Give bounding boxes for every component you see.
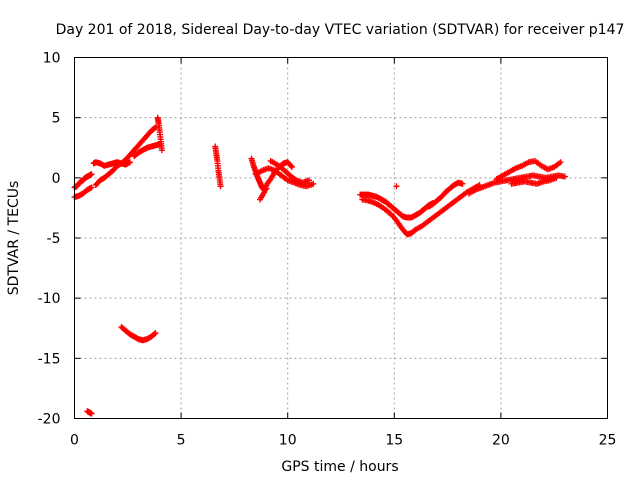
data-point <box>393 183 400 190</box>
data-point <box>217 183 224 190</box>
x-tick-labels: 0 5 10 15 20 25 <box>70 433 616 449</box>
data-point <box>553 174 560 181</box>
y-tick-label: -15 <box>38 351 61 367</box>
data-point <box>459 180 466 187</box>
x-tick-label: 25 <box>599 433 617 449</box>
data-point <box>88 171 95 178</box>
x-axis-label: GPS time / hours <box>281 459 398 475</box>
data-point <box>288 164 295 171</box>
data-point <box>287 162 294 169</box>
y-tick-label: -5 <box>47 231 61 247</box>
grid-lines <box>74 57 608 419</box>
x-tick-label: 10 <box>279 433 297 449</box>
data-point <box>126 159 133 166</box>
data-point <box>151 330 158 337</box>
x-tick-label: 5 <box>177 433 186 449</box>
y-tick-label: 0 <box>52 171 61 187</box>
data-point <box>310 180 317 187</box>
chart-title: Day 201 of 2018, Sidereal Day-to-day VTE… <box>56 22 625 38</box>
data-point <box>306 177 313 184</box>
y-axis-label: SDTVAR / TECUs <box>6 181 22 296</box>
y-tick-label: 10 <box>43 51 61 67</box>
x-tick-label: 15 <box>385 433 403 449</box>
data-point <box>88 184 95 191</box>
axis-ticks <box>74 57 608 419</box>
data-point <box>557 159 564 166</box>
data-points <box>71 114 568 417</box>
data-point <box>561 173 568 180</box>
data-point <box>88 410 95 417</box>
x-tick-label: 20 <box>492 433 510 449</box>
y-tick-label: -20 <box>38 412 61 428</box>
data-point <box>158 147 165 154</box>
y-tick-labels: -20 -15 -10 -5 0 5 10 <box>38 51 61 428</box>
y-tick-label: -10 <box>38 291 61 307</box>
y-tick-label: 5 <box>52 111 61 127</box>
x-tick-label: 0 <box>70 433 79 449</box>
data-point <box>152 330 159 337</box>
